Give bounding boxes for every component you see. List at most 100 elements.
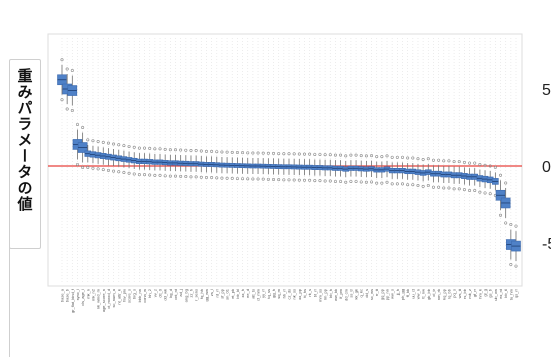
outlier-point: [184, 148, 188, 152]
outlier-point: [81, 126, 85, 130]
outlier-point: [199, 175, 203, 179]
outlier-point: [333, 179, 337, 183]
x-tick-label: gq_pp: [379, 288, 384, 300]
x-tick-label: qs_rr: [514, 288, 519, 298]
outlier-point: [457, 160, 461, 164]
x-tick-label: yy_rr: [261, 288, 266, 298]
outlier-point: [199, 149, 203, 153]
x-tick-label: conn_w: [142, 289, 147, 303]
outlier-point: [204, 176, 208, 180]
y-tick-label: 5: [542, 82, 551, 99]
x-tick-label: ph_gg: [400, 289, 405, 300]
outlier-point: [483, 163, 487, 167]
y-tick-label: -5: [542, 236, 551, 253]
outlier-point: [282, 152, 286, 156]
outlier-point: [349, 153, 353, 157]
outlier-point: [447, 186, 451, 190]
outlier-point: [473, 161, 477, 165]
x-tick-label: nk_wind_m: [96, 288, 101, 309]
outlier-point: [225, 150, 229, 154]
outlier-point: [421, 184, 425, 188]
outlier-point: [91, 139, 95, 143]
outlier-point: [277, 152, 281, 156]
outlier-point: [75, 122, 79, 126]
x-tick-label: ct_mm: [256, 288, 261, 301]
x-tick-label: ad_j: [178, 289, 183, 297]
outlier-point: [143, 146, 147, 150]
x-tick-label: hh_2: [147, 288, 152, 298]
x-tick-label: ang_bg: [183, 289, 188, 302]
outlier-point: [375, 181, 379, 185]
outlier-point: [235, 177, 239, 181]
x-tick-label: mm_ss: [317, 289, 322, 302]
x-tick-label: et_pk: [230, 289, 235, 299]
outlier-point: [251, 177, 255, 181]
outlier-point: [287, 152, 291, 156]
x-tick-label: rs_bb: [462, 288, 467, 299]
outlier-point: [297, 152, 301, 156]
outlier-point: [313, 179, 317, 183]
outlier-point: [323, 179, 327, 183]
x-tick-label: zz_h: [188, 289, 193, 297]
outlier-point: [333, 153, 337, 157]
outlier-point: [318, 152, 322, 156]
x-tick-label: ctt_0: [158, 288, 163, 297]
outlier-point: [395, 182, 399, 186]
outlier-point: [215, 150, 219, 154]
y-axis-label: 重みパラメータの値: [15, 68, 34, 212]
outlier-point: [339, 153, 343, 157]
x-tick-label: nt_attr_k: [116, 289, 121, 305]
x-tick-label: kg_d: [168, 289, 173, 298]
x-tick-label: bb_h: [328, 289, 333, 298]
x-tick-label: ws_tt: [457, 288, 462, 298]
outlier-point: [354, 179, 358, 183]
outlier-point: [60, 58, 64, 62]
x-tick-label: vv_z: [152, 289, 157, 297]
x-tick-label: xx_h: [240, 289, 245, 297]
outlier-point: [153, 173, 157, 177]
x-tick-label: att_ts: [250, 289, 255, 299]
outlier-point: [122, 171, 126, 175]
outlier-point: [488, 192, 492, 196]
outlier-point: [246, 177, 250, 181]
outlier-point: [70, 109, 74, 113]
outlier-point: [256, 177, 260, 181]
outlier-point: [189, 175, 193, 179]
outlier-point: [442, 159, 446, 163]
outlier-point: [261, 151, 265, 155]
x-tick-label: ww_kk: [333, 289, 338, 301]
x-tick-label: brg_s: [132, 289, 137, 299]
outlier-point: [462, 188, 466, 192]
x-tick-label: bbb_nn: [137, 289, 142, 302]
outlier-point: [189, 149, 193, 153]
x-tick-label: fav_pix: [121, 289, 126, 302]
outlier-point: [514, 224, 518, 228]
outlier-point: [302, 152, 306, 156]
outlier-point: [499, 173, 503, 177]
outlier-point: [230, 176, 234, 180]
outlier-point: [204, 149, 208, 153]
outlier-point: [137, 146, 141, 150]
x-tick-label: mk_z: [467, 289, 472, 299]
outlier-point: [127, 171, 131, 175]
x-tick-label: gk_bb: [426, 288, 431, 300]
x-tick-label: r_sens: [194, 289, 199, 301]
outlier-point: [282, 178, 286, 182]
x-tick-label: gl_g: [483, 289, 488, 297]
outlier-point: [406, 183, 410, 187]
x-tick-label: tq_ss: [266, 289, 271, 299]
x-tick-label: ff_kk: [405, 289, 410, 297]
outlier-point: [328, 179, 332, 183]
outlier-point: [158, 147, 162, 151]
outlier-point: [137, 173, 141, 177]
outlier-point: [122, 144, 126, 148]
outlier-point: [86, 165, 90, 169]
x-tick-label: tt_nw: [421, 289, 426, 299]
x-tick-label: lm_pp: [323, 288, 328, 300]
outlier-point: [163, 147, 167, 151]
x-tick-label: mk_n2: [90, 288, 95, 301]
outlier-point: [106, 168, 110, 172]
x-tick-label: rr_tt: [374, 288, 379, 296]
outlier-point: [241, 177, 245, 181]
outlier-point: [132, 145, 136, 149]
